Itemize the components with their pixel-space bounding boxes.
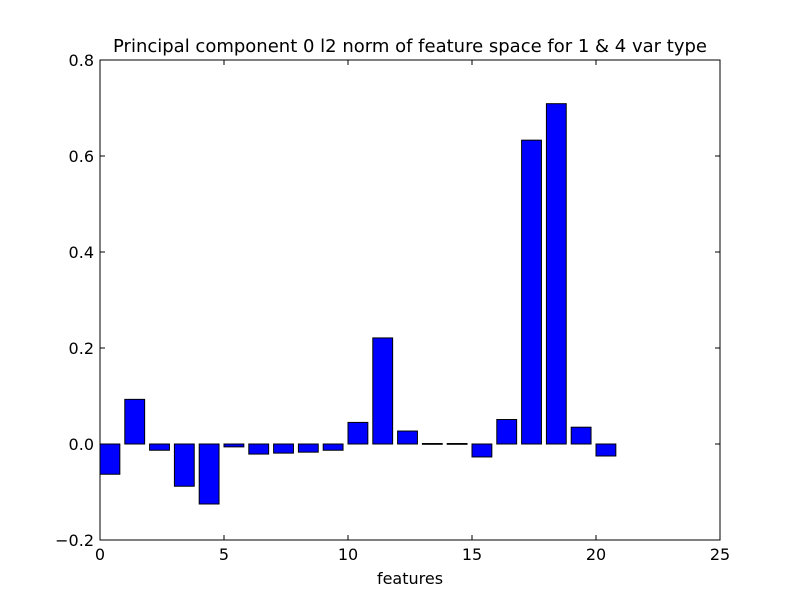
bar-9 [322, 443, 344, 451]
y-tick-label-3: 0.4 [69, 243, 94, 262]
bar-12 [397, 430, 418, 445]
bar-15 [471, 443, 493, 458]
bar-7 [273, 443, 294, 454]
bar-19 [570, 426, 592, 445]
bar-18 [545, 103, 567, 445]
bar-8 [297, 443, 319, 453]
x-axis-label: features [377, 569, 443, 588]
bar-0 [99, 443, 121, 475]
y-tick-label-2: 0.2 [69, 339, 94, 358]
bar-10 [347, 421, 369, 445]
bar-6 [248, 443, 270, 455]
plot-frame [99, 59, 721, 541]
bar-13 [421, 443, 443, 445]
bar-17 [521, 139, 542, 445]
x-tick-label-25: 25 [710, 545, 730, 564]
y-tick-label-5: 0.8 [69, 51, 94, 70]
y-tick-label-4: 0.6 [69, 147, 94, 166]
bar-2 [149, 443, 170, 451]
bar-1 [124, 398, 146, 445]
bar-4 [198, 443, 220, 505]
bar-5 [223, 443, 245, 448]
bar-14 [446, 443, 468, 445]
x-tick-label-10: 10 [338, 545, 358, 564]
y-tick-label-0: −0.2 [55, 531, 94, 550]
x-tick-label-5: 5 [219, 545, 229, 564]
y-tick-label-1: 0.0 [69, 435, 94, 454]
x-tick-label-20: 20 [586, 545, 606, 564]
bar-16 [496, 419, 518, 445]
bar-11 [372, 337, 394, 445]
x-tick-label-15: 15 [462, 545, 482, 564]
ticks-group: 0 5 10 15 20 25 −0.2 0.0 0.2 0.4 0.6 0.8 [55, 51, 730, 564]
chart-title: Principal component 0 l2 norm of feature… [113, 36, 707, 57]
bars-group [99, 103, 617, 505]
x-tick-label-0: 0 [95, 545, 105, 564]
bar-3 [173, 443, 195, 487]
bar-20 [595, 443, 617, 457]
